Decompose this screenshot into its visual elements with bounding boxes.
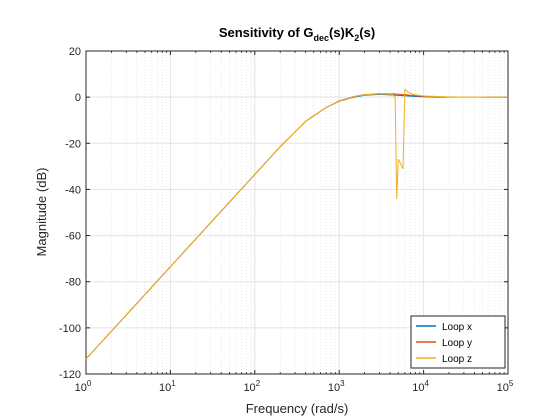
x-axis-label: Frequency (rad/s) [246,401,349,416]
y-tick-label: 20 [69,46,81,58]
x-tick-label-exponent: 3 [340,379,345,388]
x-tick-label-base: 10 [412,382,424,394]
y-tick-label: -40 [65,184,81,196]
y-tick-label: -60 [65,231,81,243]
legend: Loop x Loop y Loop z [411,316,505,368]
x-tick-label-exponent: 2 [256,379,261,388]
y-axis-label: Magnitude (dB) [34,168,49,257]
x-tick-label-base: 10 [328,382,340,394]
y-tick-label: 0 [75,92,81,104]
y-tick-label: -20 [65,138,81,150]
y-tick-label: -120 [59,369,81,381]
title-part: Sensitivity of G [219,25,314,40]
legend-label-loop-y: Loop y [442,338,472,349]
x-tick-label-exponent: 1 [171,379,176,388]
x-tick-label-base: 10 [497,382,509,394]
x-tick-label-exponent: 0 [87,379,92,388]
legend-label-loop-z: Loop z [442,354,472,365]
title-subscript: dec [313,33,329,43]
x-tick-label-exponent: 4 [424,379,429,388]
title-part: (s) [359,25,375,40]
x-tick-label-base: 10 [75,382,87,394]
legend-label-loop-x: Loop x [442,322,472,333]
title-part: (s)K [329,25,355,40]
x-tick-label-exponent: 5 [509,379,514,388]
x-tick-label-base: 10 [243,382,255,394]
y-tick-label: -80 [65,277,81,289]
x-tick-label-base: 10 [159,382,171,394]
y-tick-label: -100 [59,323,81,335]
